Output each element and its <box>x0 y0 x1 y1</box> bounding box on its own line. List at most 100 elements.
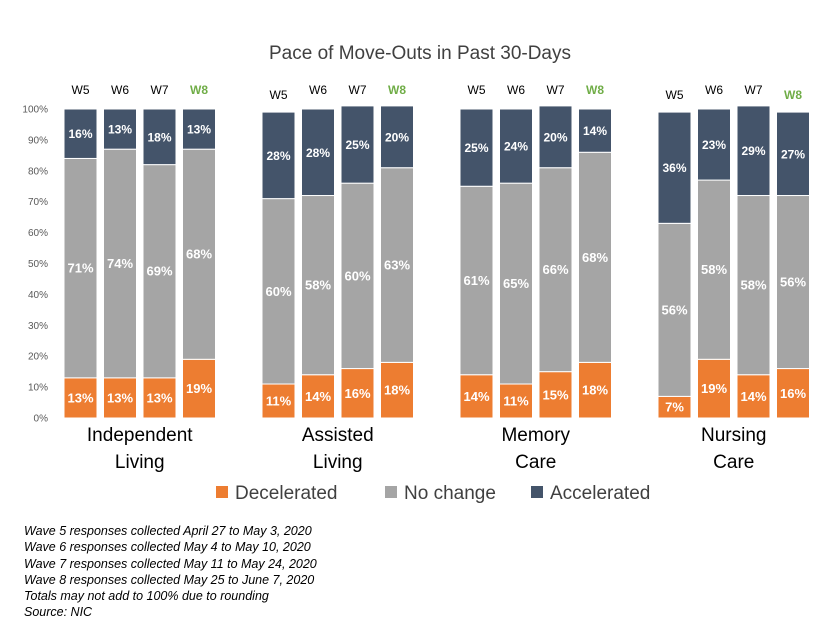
data-label: 27% <box>781 147 805 161</box>
category-label: Living <box>115 452 165 473</box>
bar-segment <box>499 108 533 184</box>
y-tick-label: 90% <box>28 135 48 146</box>
legend-swatch <box>216 486 228 498</box>
category-label: Care <box>713 452 754 473</box>
data-label: 20% <box>543 130 567 144</box>
category-label: Care <box>515 452 556 473</box>
wave-label: W8 <box>190 83 208 97</box>
data-label: 65% <box>503 276 529 291</box>
bar-segment <box>697 108 731 181</box>
bar-segment <box>63 108 98 159</box>
data-label: 23% <box>702 138 726 152</box>
bar-segment <box>63 157 98 379</box>
bar-segment <box>103 108 137 150</box>
data-label: 13% <box>67 390 93 405</box>
wave-label: W8 <box>784 88 802 102</box>
category-label: Nursing <box>701 425 766 446</box>
data-label: 16% <box>68 127 92 141</box>
bar-group: 11% 60% 28% W5 14% 58% 28% W6 16% 60% 25% W7 18% 63% 2… <box>261 83 414 473</box>
data-label: 28% <box>306 146 330 160</box>
bar-segment <box>657 111 692 224</box>
bar-segment <box>736 195 771 376</box>
bar-segment <box>301 108 335 197</box>
legend-label: Decelerated <box>235 483 337 504</box>
y-tick-label: 100% <box>22 105 48 116</box>
bar-segment <box>736 105 771 197</box>
data-label: 68% <box>186 247 212 262</box>
bar-segment <box>380 167 414 363</box>
data-label: 18% <box>147 130 171 144</box>
bar-segment <box>142 164 177 379</box>
data-label: 11% <box>266 394 292 409</box>
category-label: Memory <box>501 425 570 446</box>
footnote-source: Source: NIC <box>24 605 93 620</box>
category-label: Assisted <box>302 425 374 446</box>
y-tick-label: 50% <box>28 259 48 270</box>
data-label: 56% <box>780 275 806 290</box>
wave-label: W7 <box>745 83 763 97</box>
bar-segment <box>538 105 573 169</box>
bar-group: 7% 56% 36% W5 19% 58% 23% W6 14% 58% 29% W7 16% 56% 27… <box>657 83 810 473</box>
data-label: 14% <box>463 389 489 404</box>
wave-label: W7 <box>349 83 367 97</box>
data-label: 56% <box>661 302 687 317</box>
data-label: 58% <box>740 278 766 293</box>
wave-label: W5 <box>72 83 90 97</box>
bar-segment <box>142 108 177 166</box>
footnote-wave8: Wave 8 responses collected May 25 to Jun… <box>24 572 315 587</box>
data-label: 36% <box>662 161 686 175</box>
bar-segment <box>776 195 810 370</box>
wave-label: W5 <box>666 88 684 102</box>
bar-segment <box>776 111 810 197</box>
wave-label: W5 <box>270 88 288 102</box>
data-label: 13% <box>187 123 211 137</box>
legend-swatch <box>531 486 543 498</box>
footnotes: Wave 5 responses collected April 27 to M… <box>24 523 317 621</box>
legend-label: Accelerated <box>550 483 650 504</box>
bar-segment <box>340 105 375 184</box>
data-label: 60% <box>265 284 291 299</box>
bar-segment <box>578 361 612 419</box>
bar-segment <box>736 374 771 419</box>
data-label: 13% <box>146 390 172 405</box>
chart-title: Pace of Move-Outs in Past 30-Days <box>269 43 571 64</box>
data-label: 74% <box>107 256 133 271</box>
data-label: 69% <box>146 264 172 279</box>
footnote-rounding: Totals may not add to 100% due to roundi… <box>24 589 269 604</box>
wave-label: W7 <box>151 83 169 97</box>
data-label: 68% <box>582 250 608 265</box>
data-label: 13% <box>108 123 132 137</box>
data-label: 25% <box>345 138 369 152</box>
bar-groups: 13%71%16%W513%74%13%W613%69%18%W719%68%1… <box>63 83 810 473</box>
bar-segment <box>182 108 216 150</box>
bar-segment <box>459 185 494 376</box>
bar-segment <box>103 148 137 379</box>
bar-segment <box>142 377 177 419</box>
data-label: 16% <box>344 386 370 401</box>
bar-segment <box>340 182 375 370</box>
wave-label: W6 <box>111 83 129 97</box>
data-label: 58% <box>305 278 331 293</box>
bar-group: 13% 71% 16% W5 13% 74% 13% W6 13% 69% 18% W7 19% 68% 1… <box>63 83 216 473</box>
data-label: 20% <box>385 130 409 144</box>
data-label: 11% <box>503 394 529 409</box>
data-label: 18% <box>582 383 608 398</box>
bar-segment <box>261 111 296 200</box>
bar-segment <box>538 167 573 373</box>
data-label: 14% <box>305 389 331 404</box>
y-tick-label: 0% <box>34 414 49 425</box>
data-label: 61% <box>463 273 489 288</box>
bar-segment <box>459 108 494 187</box>
y-tick-label: 10% <box>28 383 48 394</box>
data-label: 19% <box>701 381 727 396</box>
bar-segment <box>182 358 216 419</box>
data-label: 14% <box>740 389 766 404</box>
wave-label: W6 <box>309 83 327 97</box>
y-tick-label: 30% <box>28 321 48 332</box>
data-label: 25% <box>464 141 488 155</box>
wave-label: W6 <box>507 83 525 97</box>
bar-segment <box>697 179 731 360</box>
legend-swatch <box>385 486 397 498</box>
legend: Decelerated No change Accelerated <box>216 483 650 504</box>
wave-label: W8 <box>388 83 406 97</box>
